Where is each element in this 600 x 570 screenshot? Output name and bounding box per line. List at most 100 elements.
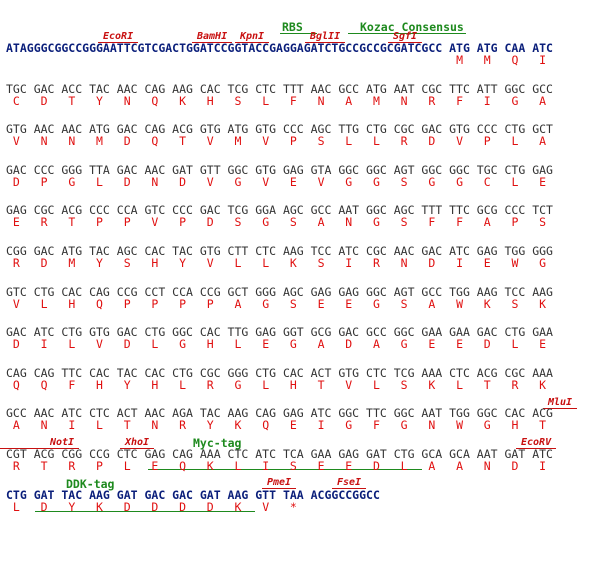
amino-acid: R (372, 256, 380, 270)
amino-acid: I (539, 53, 547, 67)
amino-acid: P (289, 134, 297, 149)
amino-acid: V (456, 134, 463, 149)
amino-acid: E (345, 459, 353, 473)
amino-acid: S (289, 215, 297, 230)
amino-acid: N (483, 459, 491, 473)
amino-acid: I (262, 459, 270, 473)
amino-acid: S (234, 215, 242, 230)
amino-acid: C (483, 174, 491, 189)
amino-acid: D (151, 499, 159, 514)
enzyme-label: FseI (332, 477, 367, 489)
feature-label: Kozac Consensus (348, 21, 466, 34)
amino-acid: E (289, 174, 297, 189)
amino-acid: D (12, 337, 20, 352)
amino-acid: V (151, 215, 159, 230)
amino-acid: S (234, 93, 242, 108)
amino-acid: S (289, 459, 297, 473)
amino-acid: L (123, 459, 131, 473)
amino-acid: S (317, 256, 325, 270)
amino-acid: P (179, 215, 187, 230)
amino-acid: R (40, 215, 48, 230)
amino-acid: E (345, 296, 353, 311)
feature-label: DDK-tag (66, 477, 115, 491)
amino-acid: G (68, 174, 76, 189)
amino-acid: L (12, 499, 20, 514)
amino-acid: D (12, 174, 20, 189)
amino-acid: I (40, 337, 48, 352)
amino-acid: M (372, 93, 380, 108)
amino-acid: M (234, 134, 242, 149)
amino-acid: G (234, 377, 242, 392)
amino-acid: H (289, 377, 297, 392)
amino-acid: R (206, 377, 214, 392)
enzyme-label: BamHI (192, 31, 233, 43)
amino-acid: D (179, 499, 187, 514)
amino-acid: N (40, 418, 48, 433)
amino-acid: F (372, 418, 380, 433)
amino-acid: L (511, 337, 519, 352)
amino-acid: L (372, 134, 380, 149)
amino-acid: M (456, 53, 463, 67)
amino-acid: H (151, 256, 159, 270)
amino-acid: G (539, 256, 547, 270)
amino-acid: V (317, 174, 325, 189)
amino-acid: W (511, 256, 519, 270)
dna-sequence: GAC ATC CTG GTG GAC CTG GGC CAC TTG GAG … (6, 325, 553, 340)
amino-acid: F (289, 93, 297, 108)
amino-acid: H (151, 377, 159, 392)
dna-sequence: TGC GAC ACC TAC AAC CAG AAG CAC TCG CTC … (6, 81, 553, 96)
amino-acid: G (262, 215, 270, 230)
amino-acid: T (123, 418, 131, 433)
amino-acid: N (400, 93, 408, 108)
amino-acid: N (428, 418, 436, 433)
dna-sequence: GTG AAC AAC ATG GAC CAG ACG GTG ATG GTG … (6, 122, 553, 137)
amino-acid: K (539, 296, 547, 311)
amino-acid: P (96, 215, 103, 230)
feature-label: Myc-tag (193, 436, 242, 450)
amino-acid: N (317, 93, 325, 108)
amino-acid: K (539, 377, 547, 392)
amino-acid: D (206, 215, 214, 230)
amino-acid: N (151, 174, 159, 189)
amino-acid: I (483, 93, 491, 108)
amino-acid: Q (511, 53, 519, 67)
amino-acid: W (456, 296, 463, 311)
dna-sequence: CGT ACG CGG CCG CTC GAG CAG AAA CTC ATC … (6, 447, 553, 461)
dna-sequence: GAC CCC GGG TTA GAC AAC GAT GTT GGC GTG … (6, 162, 553, 177)
amino-acid: E (151, 459, 159, 473)
amino-acid: L (234, 337, 242, 352)
amino-acid: G (372, 174, 380, 189)
amino-acid: P (40, 174, 48, 189)
enzyme-label: MluI (543, 397, 578, 409)
amino-acid: Y (179, 256, 187, 270)
amino-acid: K (428, 377, 436, 392)
amino-acid: G (428, 174, 436, 189)
amino-acid: N (345, 215, 353, 230)
amino-acid: Q (40, 377, 48, 392)
amino-acid: L (40, 296, 48, 311)
amino-acid: R (428, 93, 436, 108)
amino-acid: L (262, 93, 270, 108)
amino-acid: H (511, 418, 519, 433)
amino-acid: V (206, 256, 214, 270)
amino-acid: P (123, 296, 131, 311)
dna-sequence: CTG GAT TAC AAG GAT GAC GAC GAT AAG GTT … (6, 487, 380, 502)
feature-label: RBS (280, 21, 317, 34)
amino-acid: L (511, 174, 519, 189)
amino-acid: V (206, 134, 214, 149)
amino-acid: R (511, 377, 519, 392)
amino-acid: L (179, 377, 187, 392)
amino-acid: L (262, 377, 270, 392)
amino-acid: G (345, 418, 353, 433)
amino-acid: G (262, 296, 270, 311)
amino-acid: A (456, 459, 463, 473)
dna-sequence: CAG CAG TTC CAC TAC CAC CTG CGC GGG CTG … (6, 365, 553, 380)
amino-acid: D (40, 256, 48, 270)
amino-acid: L (456, 377, 463, 392)
amino-acid: Q (96, 296, 103, 311)
amino-acid: K (234, 499, 242, 514)
amino-acid: D (123, 499, 131, 514)
amino-acid: H (68, 296, 76, 311)
amino-acid: T (68, 93, 76, 108)
